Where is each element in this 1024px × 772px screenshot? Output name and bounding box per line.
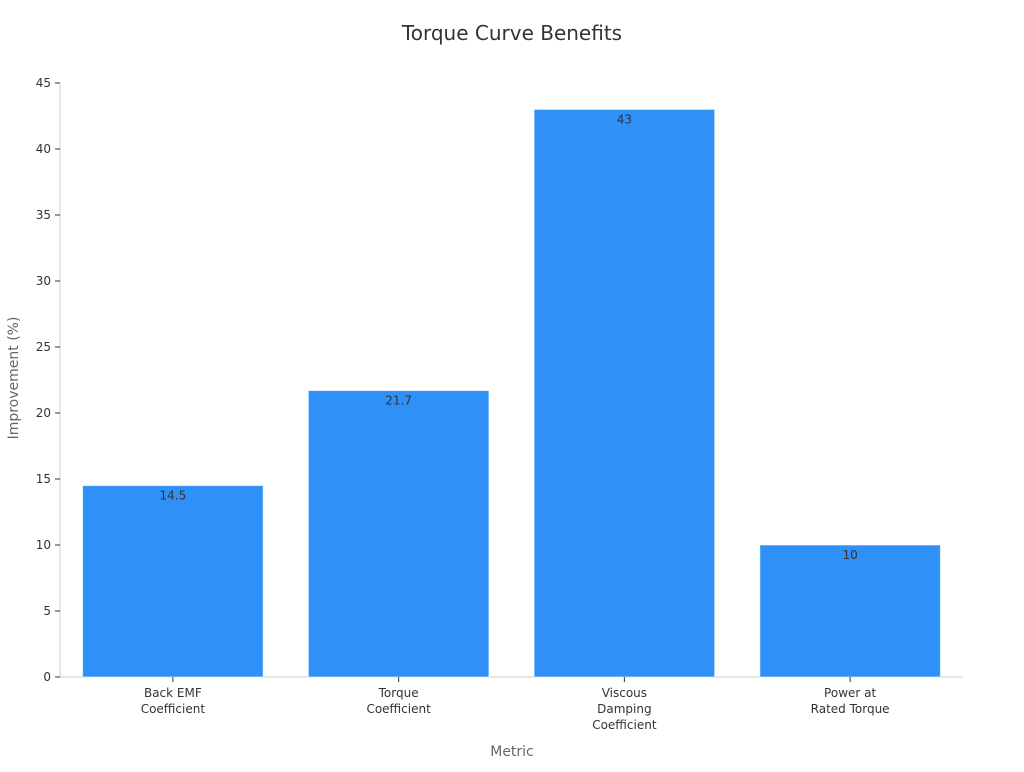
plot-area: 0 5 10 15 20 25 30 35 40 45 14.5 Back EMF Coefficien… xyxy=(36,76,963,732)
y-tick-label: 0 xyxy=(43,670,51,684)
y-tick-label: 15 xyxy=(36,472,51,486)
y-tick-label: 10 xyxy=(36,538,51,552)
x-tick-label: Power at Rated Torque xyxy=(811,686,890,716)
bar xyxy=(307,390,490,678)
y-tick-label: 30 xyxy=(36,274,51,288)
x-tick-label: Back EMF Coefficient xyxy=(141,686,206,716)
y-tick-label: 25 xyxy=(36,340,51,354)
bar xyxy=(82,485,264,678)
x-tick-label: Torque Coefficient xyxy=(366,686,431,716)
x-axis-label: Metric xyxy=(490,744,534,760)
data-label: 10 xyxy=(842,548,857,562)
y-axis-label: Improvement (%) xyxy=(6,317,22,440)
data-label: 43 xyxy=(617,112,632,126)
x-tick-label: Viscous Damping Coefficient xyxy=(592,686,657,732)
chart-title: Torque Curve Benefits xyxy=(401,21,622,45)
data-label: 14.5 xyxy=(160,489,187,503)
y-tick-label: 5 xyxy=(43,604,51,618)
y-tick-label: 20 xyxy=(36,406,51,420)
bar xyxy=(533,108,716,678)
y-tick-label: 45 xyxy=(36,76,51,90)
y-tick-label: 40 xyxy=(36,142,51,156)
bar xyxy=(759,544,941,678)
y-tick-label: 35 xyxy=(36,208,51,222)
data-label: 21.7 xyxy=(385,394,412,408)
